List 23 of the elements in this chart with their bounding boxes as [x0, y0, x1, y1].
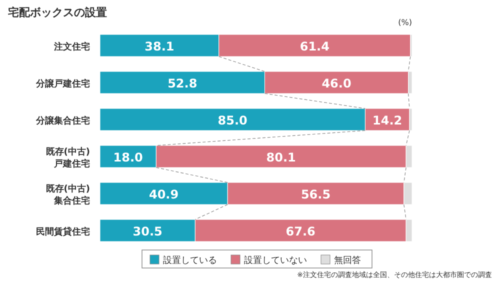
data-label: 40.9: [149, 188, 179, 202]
legend-label: 設置している: [163, 255, 217, 266]
chart-title: 宅配ボックスの設置: [8, 6, 107, 19]
y-tick-label: 既存(中古) 戸建住宅: [46, 146, 90, 170]
y-tick-label: 民間賃貸住宅: [36, 226, 90, 238]
data-label: 56.5: [300, 188, 331, 202]
data-label: 46.0: [322, 76, 352, 90]
data-label: 61.4: [300, 40, 330, 54]
data-label: 18.0: [113, 150, 143, 164]
legend-label: 設置していない: [244, 255, 307, 266]
legend-label: 無回答: [334, 255, 361, 266]
y-tick-label: 既存(中古) 集合住宅: [46, 184, 90, 206]
data-label: 14.2: [372, 114, 402, 128]
data-label: 67.6: [286, 224, 316, 238]
data-label: 52.8: [168, 76, 198, 90]
y-tick-label: 分譲戸建住宅: [35, 78, 90, 90]
data-label: 80.1: [266, 150, 296, 164]
text: (%): [398, 18, 412, 27]
data-label: 38.1: [144, 40, 174, 54]
data-label: 85.0: [218, 114, 248, 128]
y-tick-label: 注文住宅: [53, 42, 90, 52]
y-tick-label: 分譲集合住宅: [35, 116, 90, 126]
data-label: 30.5: [132, 224, 162, 238]
